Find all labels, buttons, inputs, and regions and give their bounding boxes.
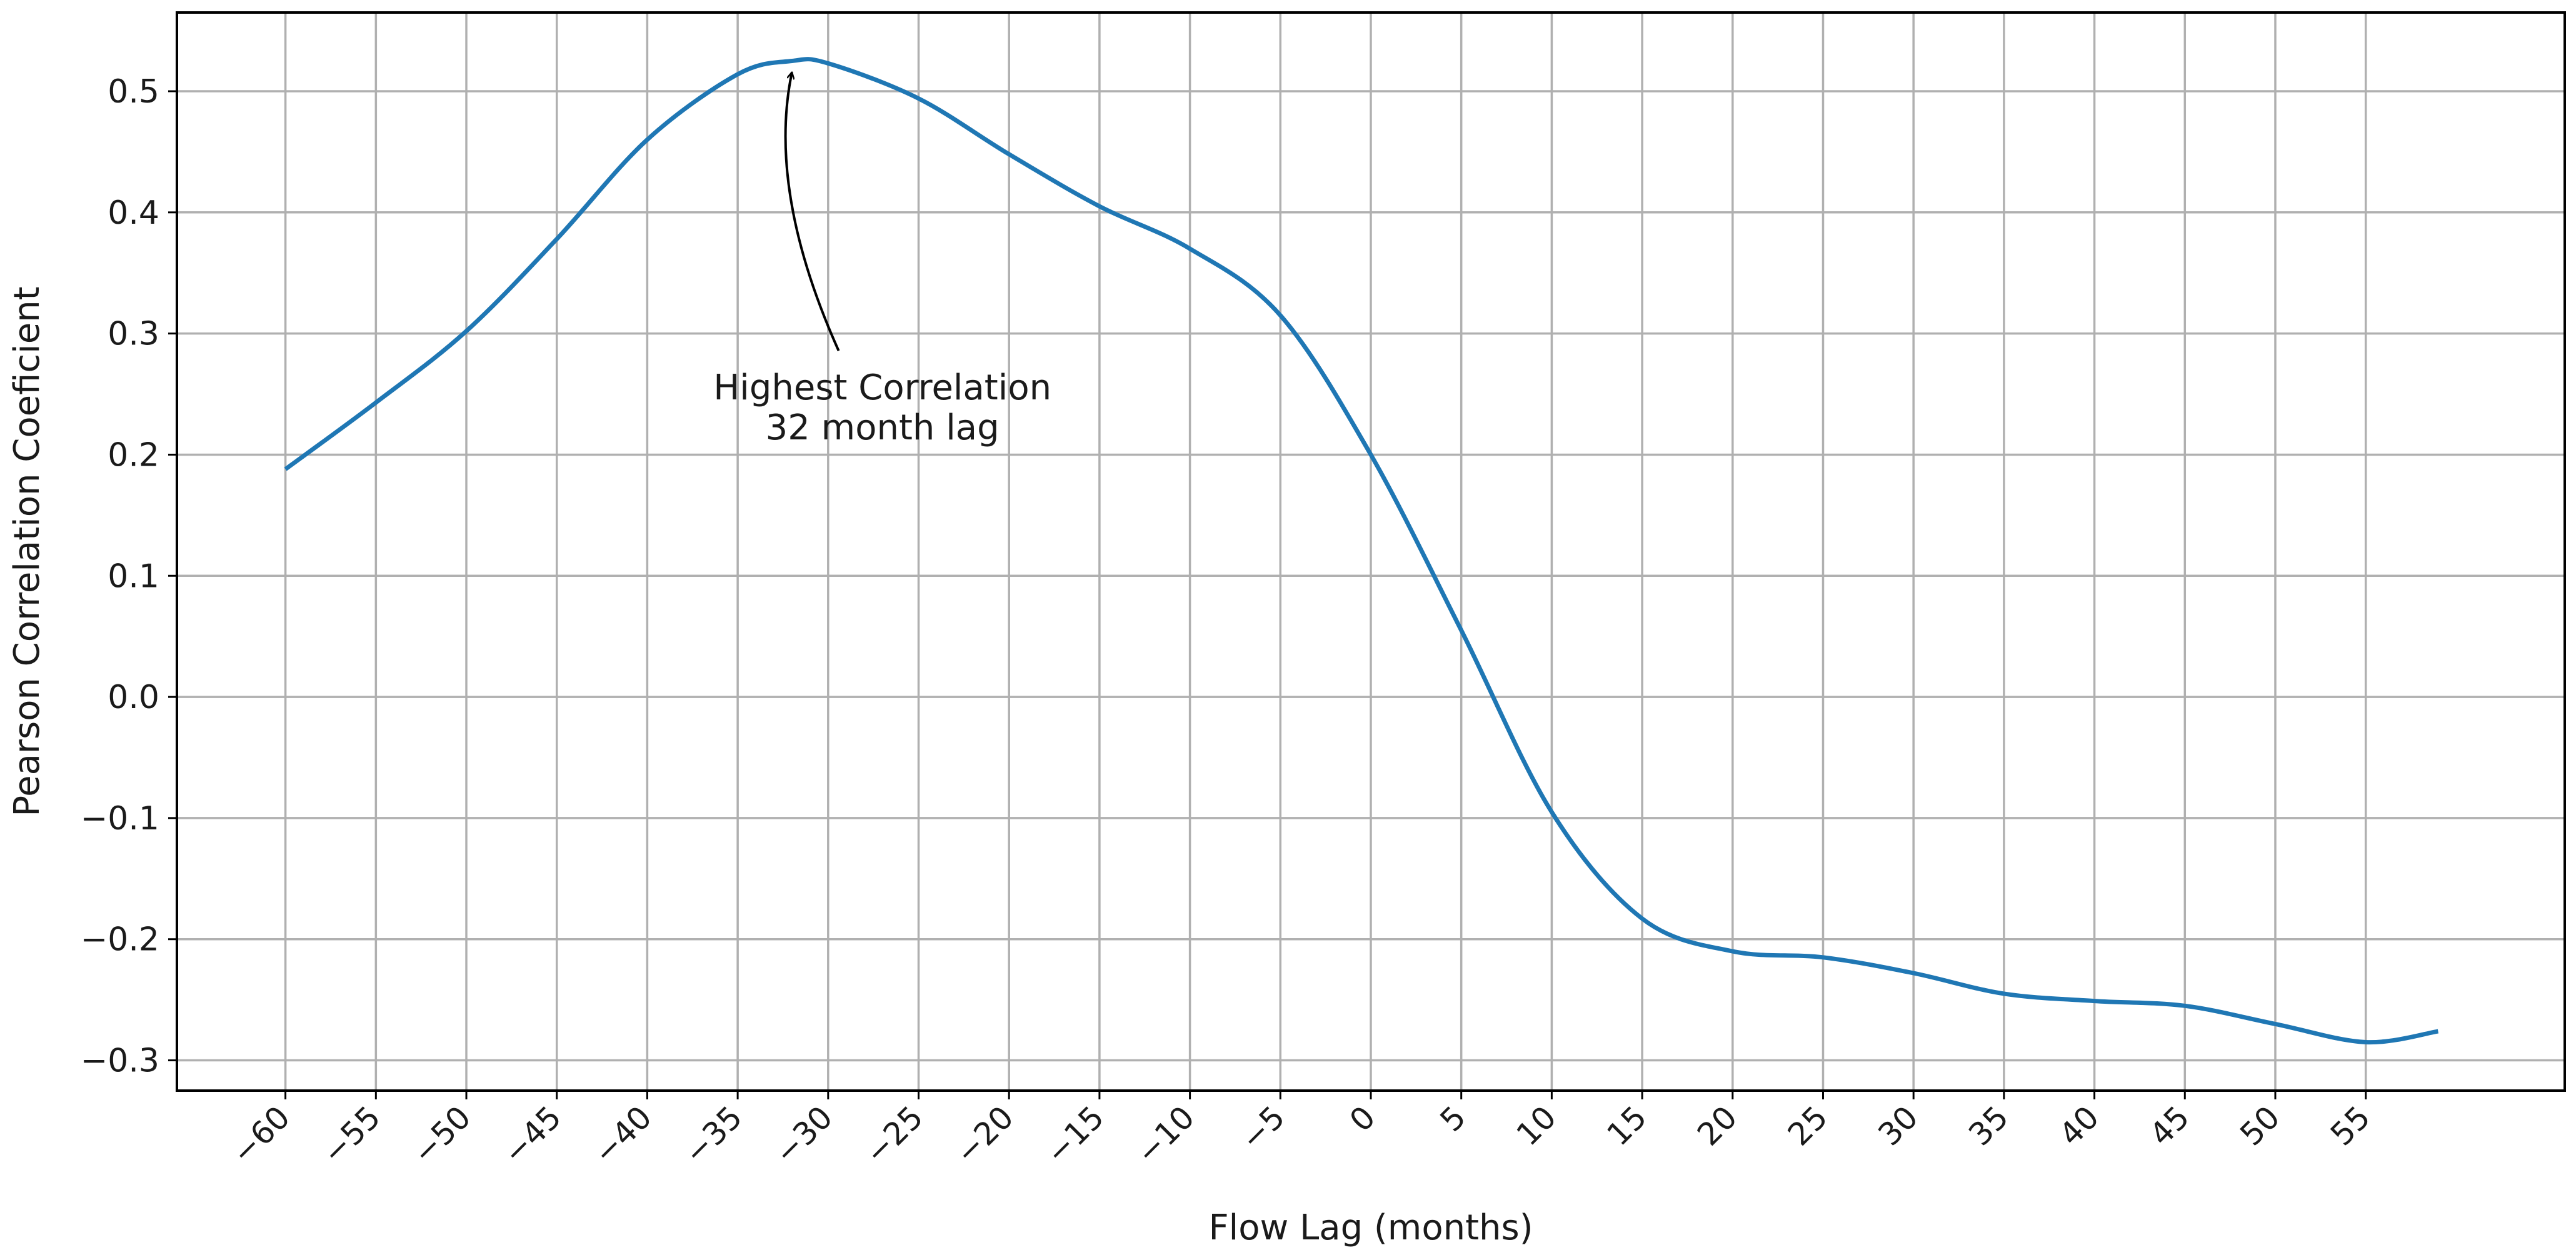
x-tick-label: 15	[1600, 1099, 1654, 1152]
y-axis-label: Pearson Correlation Coeficient	[7, 286, 48, 816]
x-tick-label: −5	[1234, 1099, 1292, 1157]
x-tick-label: −40	[586, 1099, 659, 1171]
x-tick-label: −15	[1039, 1099, 1111, 1171]
grid	[177, 12, 2565, 1091]
y-tick-label: 0.0	[108, 679, 159, 716]
y-tick-label: −0.3	[81, 1042, 159, 1080]
x-tick-label: 0	[1343, 1099, 1383, 1139]
y-tick-label: 0.2	[108, 436, 159, 474]
y-tick-label: 0.4	[108, 194, 159, 232]
series-line	[284, 57, 2438, 1045]
x-tick-label: −10	[1129, 1099, 1201, 1171]
annotation-arrow	[784, 72, 840, 351]
x-tick-label: −30	[768, 1099, 840, 1171]
y-tick-label: 0.3	[108, 316, 159, 353]
x-tick-label: 5	[1433, 1099, 1473, 1139]
x-tick-label: 25	[1781, 1099, 1835, 1152]
y-tick-label: −0.1	[81, 800, 159, 838]
x-tick-label: 40	[2052, 1099, 2106, 1152]
x-tick-label: 45	[2143, 1099, 2197, 1152]
x-axis-label: Flow Lag (months)	[1208, 1208, 1533, 1248]
x-tick-label: −60	[224, 1099, 297, 1171]
y-tick-label: −0.2	[81, 921, 159, 959]
y-tick-label: 0.1	[108, 558, 159, 595]
annotation-text: Highest Correlation	[713, 368, 1051, 408]
y-tick-label: 0.5	[108, 73, 159, 111]
x-tick-label: 35	[1962, 1099, 2015, 1152]
x-tick-label: 50	[2233, 1099, 2287, 1152]
x-tick-label: −25	[858, 1099, 930, 1171]
annotation-text: 32 month lag	[766, 408, 1000, 448]
x-tick-label: −50	[406, 1099, 478, 1171]
x-tick-label: 10	[1510, 1099, 1563, 1152]
series	[284, 57, 2438, 1045]
x-tick-label: 20	[1690, 1099, 1744, 1152]
x-tick-label: 55	[2323, 1099, 2377, 1152]
x-tick-label: −35	[677, 1099, 749, 1171]
x-tick-label: −20	[948, 1099, 1021, 1171]
x-tick-label: −55	[315, 1099, 388, 1171]
axis-ticks: −60 −55 −50 −45 −40 −35 −30 −25 −20 −15 −10 −5 0 5 10 1…	[81, 73, 2377, 1171]
x-tick-label: 30	[1872, 1099, 1925, 1152]
x-tick-label: −45	[496, 1099, 569, 1171]
